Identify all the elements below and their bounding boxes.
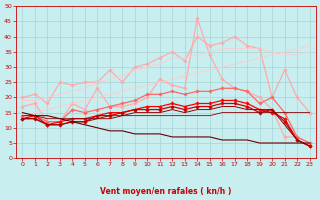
X-axis label: Vent moyen/en rafales ( kn/h ): Vent moyen/en rafales ( kn/h ) [100, 187, 232, 196]
